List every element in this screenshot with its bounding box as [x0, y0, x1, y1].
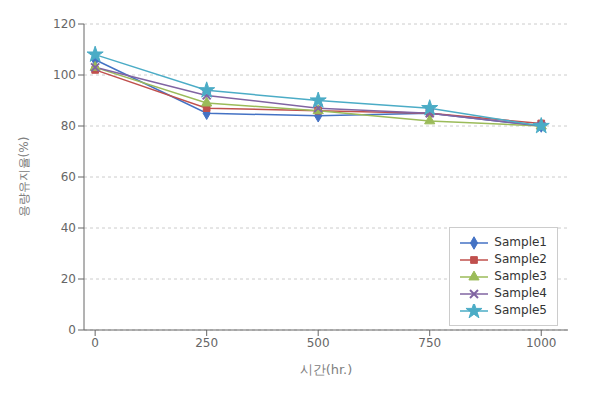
svg-text:80: 80 [61, 119, 76, 133]
svg-text:500: 500 [307, 336, 330, 350]
svg-text:100: 100 [53, 68, 76, 82]
html-text:Sample1: Sample1 [494, 235, 547, 249]
svg-text:용량유지율(%): 용량유지율(%) [17, 137, 31, 218]
svg-text:1000: 1000 [526, 336, 557, 350]
svg-text:750: 750 [418, 336, 441, 350]
html-text:Sample5: Sample5 [494, 303, 547, 317]
html-text:Sample3: Sample3 [494, 269, 547, 283]
svg-text:시간(hr.): 시간(hr.) [300, 362, 353, 377]
svg-text:250: 250 [195, 336, 218, 350]
html-text:Sample4: Sample4 [494, 286, 547, 300]
svg-text:20: 20 [61, 272, 76, 286]
svg-text:0: 0 [91, 336, 99, 350]
svg-text:120: 120 [53, 17, 76, 31]
svg-text:60: 60 [61, 170, 76, 184]
svg-text:40: 40 [61, 221, 76, 235]
html-text:Sample2: Sample2 [494, 252, 547, 266]
svg-text:0: 0 [68, 323, 76, 337]
